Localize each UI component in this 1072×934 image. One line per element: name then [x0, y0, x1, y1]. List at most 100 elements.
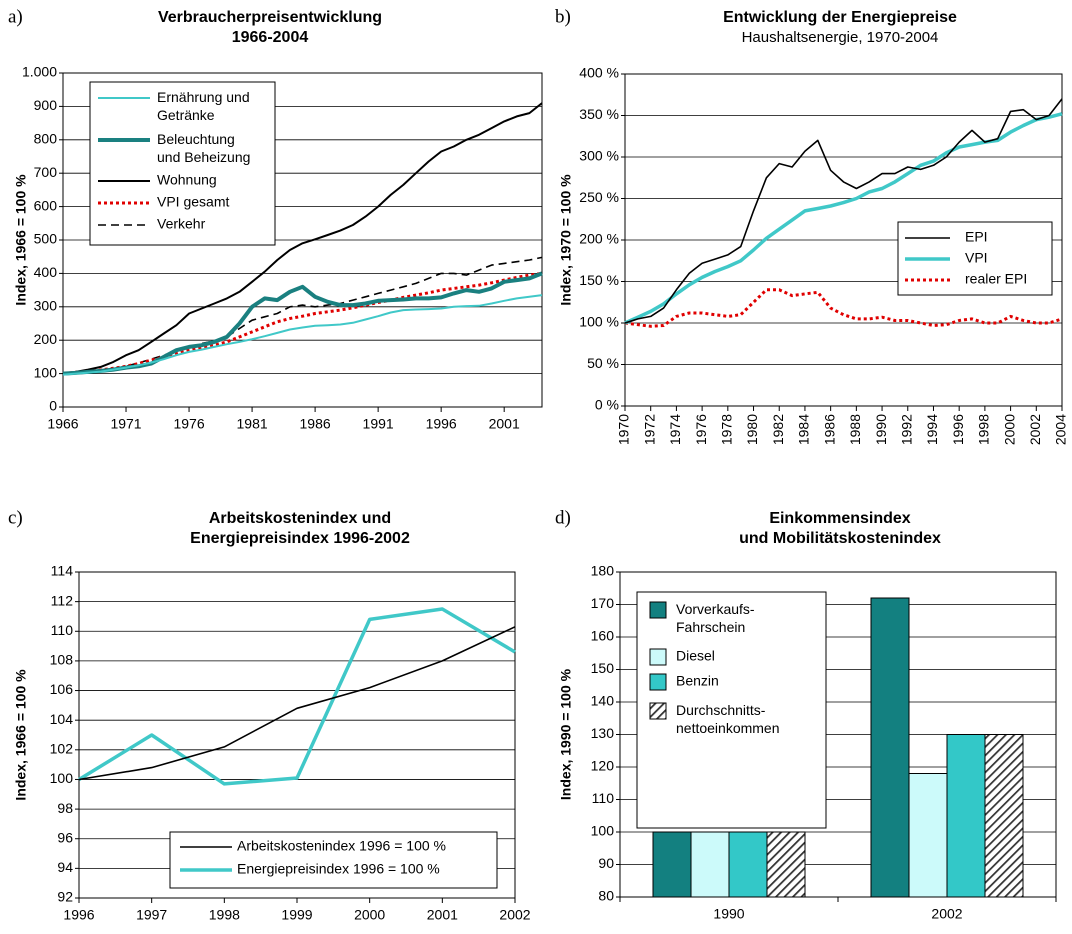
legend-label: Vorverkaufs-Fahrschein — [676, 601, 755, 635]
y-tick-label: 400 % — [579, 65, 619, 81]
y-tick-label: 104 — [50, 711, 74, 727]
y-tick-label: 100 — [591, 823, 615, 839]
legend-label: Beleuchtung und Beheizung — [157, 131, 250, 165]
y-tick-label: 102 — [50, 741, 74, 757]
bar — [984, 734, 1024, 898]
y-tick-label: 90 — [598, 855, 614, 871]
x-tick-label: 1972 — [641, 414, 657, 445]
legend-label: Ernährung und Getränke — [157, 89, 250, 123]
x-tick-label: 2000 — [354, 907, 385, 923]
x-tick-label: 1996 — [426, 416, 457, 432]
bar — [870, 597, 910, 898]
x-tick-label: 1974 — [667, 414, 683, 445]
y-axis-label: Index, 1966 = 100 % — [13, 174, 29, 306]
legend-box — [89, 81, 276, 246]
x-tick-label: 1966 — [47, 416, 78, 432]
bar — [728, 831, 768, 898]
legend-label: VPI gesamt — [157, 194, 229, 210]
x-tick-label: 2004 — [1053, 414, 1069, 445]
y-tick-label: 300 — [34, 298, 58, 314]
panel-label: b) — [555, 6, 571, 27]
y-axis-label: Index, 1966 = 100 % — [13, 669, 29, 801]
chart-title: Verbraucherpreisentwicklung 1966-2004 — [158, 9, 382, 46]
x-tick-label: 1996 — [950, 414, 966, 445]
x-tick-label: 1982 — [770, 414, 786, 445]
series-line — [62, 271, 543, 376]
y-tick-label: 180 — [591, 563, 615, 579]
x-tick-label: 2002 — [1027, 414, 1043, 445]
y-tick-label: 800 — [34, 131, 58, 147]
y-tick-label: 0 % — [595, 397, 619, 413]
y-tick-label: 300 % — [579, 148, 619, 164]
legend-label: Verkehr — [157, 216, 206, 232]
x-tick-label: 1990 — [713, 906, 744, 922]
x-tick-label: 1996 — [63, 907, 94, 923]
panel-label: c) — [8, 507, 23, 528]
y-tick-label: 600 — [34, 197, 58, 213]
y-tick-label: 100 % — [579, 314, 619, 330]
x-tick-label: 1971 — [110, 416, 141, 432]
plot-frame — [624, 73, 1063, 407]
y-tick-label: 100 — [34, 364, 58, 380]
y-tick-label: 94 — [57, 859, 73, 875]
y-tick-label: 1.000 — [22, 64, 57, 80]
x-tick-label: 1992 — [898, 414, 914, 445]
x-tick-label: 1976 — [693, 414, 709, 445]
y-tick-label: 400 — [34, 264, 58, 280]
legend-swatch — [649, 702, 667, 720]
chart-title: Entwicklung der Energiepreise — [723, 9, 957, 26]
y-tick-label: 50 % — [587, 355, 619, 371]
y-tick-label: 0 — [49, 398, 57, 414]
x-tick-label: 2001 — [489, 416, 520, 432]
legend-label: VPI — [965, 250, 988, 266]
y-tick-label: 160 — [591, 628, 615, 644]
y-tick-label: 900 — [34, 97, 58, 113]
legend-box — [169, 831, 498, 889]
y-tick-label: 80 — [598, 888, 614, 904]
legend-label: Benzin — [676, 673, 719, 689]
y-tick-label: 140 — [591, 693, 615, 709]
y-axis-label: Index, 1970 = 100 % — [558, 174, 574, 306]
y-tick-label: 108 — [50, 652, 74, 668]
y-tick-label: 500 — [34, 231, 58, 247]
x-tick-label: 1970 — [616, 414, 632, 445]
bar — [652, 831, 692, 898]
y-tick-label: 106 — [50, 681, 74, 697]
panel-label: d) — [555, 507, 571, 528]
y-tick-label: 150 — [591, 660, 615, 676]
y-tick-label: 96 — [57, 829, 73, 845]
legend-label: realer EPI — [965, 271, 1027, 287]
series-line — [78, 626, 516, 781]
legend-label: Arbeitskostenindex 1996 = 100 % — [237, 838, 446, 854]
y-tick-label: 170 — [591, 595, 615, 611]
y-tick-label: 112 — [51, 592, 74, 608]
series-line — [62, 271, 543, 376]
bar — [766, 831, 806, 898]
legend-swatch — [649, 673, 667, 691]
legend-label: Diesel — [676, 648, 715, 664]
y-tick-label: 114 — [51, 563, 74, 579]
y-tick-label: 110 — [51, 622, 74, 638]
bar — [908, 773, 948, 898]
legend-label: Energiepreisindex 1996 = 100 % — [237, 861, 440, 877]
legend-swatch — [649, 648, 667, 666]
y-tick-label: 350 % — [579, 106, 619, 122]
chart-title: Einkommensindex und Mobilitätskostenindex — [739, 510, 941, 547]
series-line — [624, 98, 1063, 324]
x-tick-label: 1994 — [924, 414, 940, 445]
y-tick-label: 98 — [57, 800, 73, 816]
x-tick-label: 1984 — [796, 414, 812, 445]
x-tick-label: 1999 — [281, 907, 312, 923]
x-tick-label: 2001 — [427, 907, 458, 923]
x-tick-label: 1986 — [821, 414, 837, 445]
y-tick-label: 200 % — [579, 231, 619, 247]
series-line — [78, 607, 516, 786]
x-tick-label: 1997 — [136, 907, 167, 923]
x-tick-label: 2002 — [931, 906, 962, 922]
x-tick-label: 1981 — [237, 416, 268, 432]
plot-frame — [62, 72, 543, 408]
y-tick-label: 200 — [34, 331, 58, 347]
panel-label: a) — [8, 6, 23, 27]
y-tick-label: 130 — [591, 725, 615, 741]
